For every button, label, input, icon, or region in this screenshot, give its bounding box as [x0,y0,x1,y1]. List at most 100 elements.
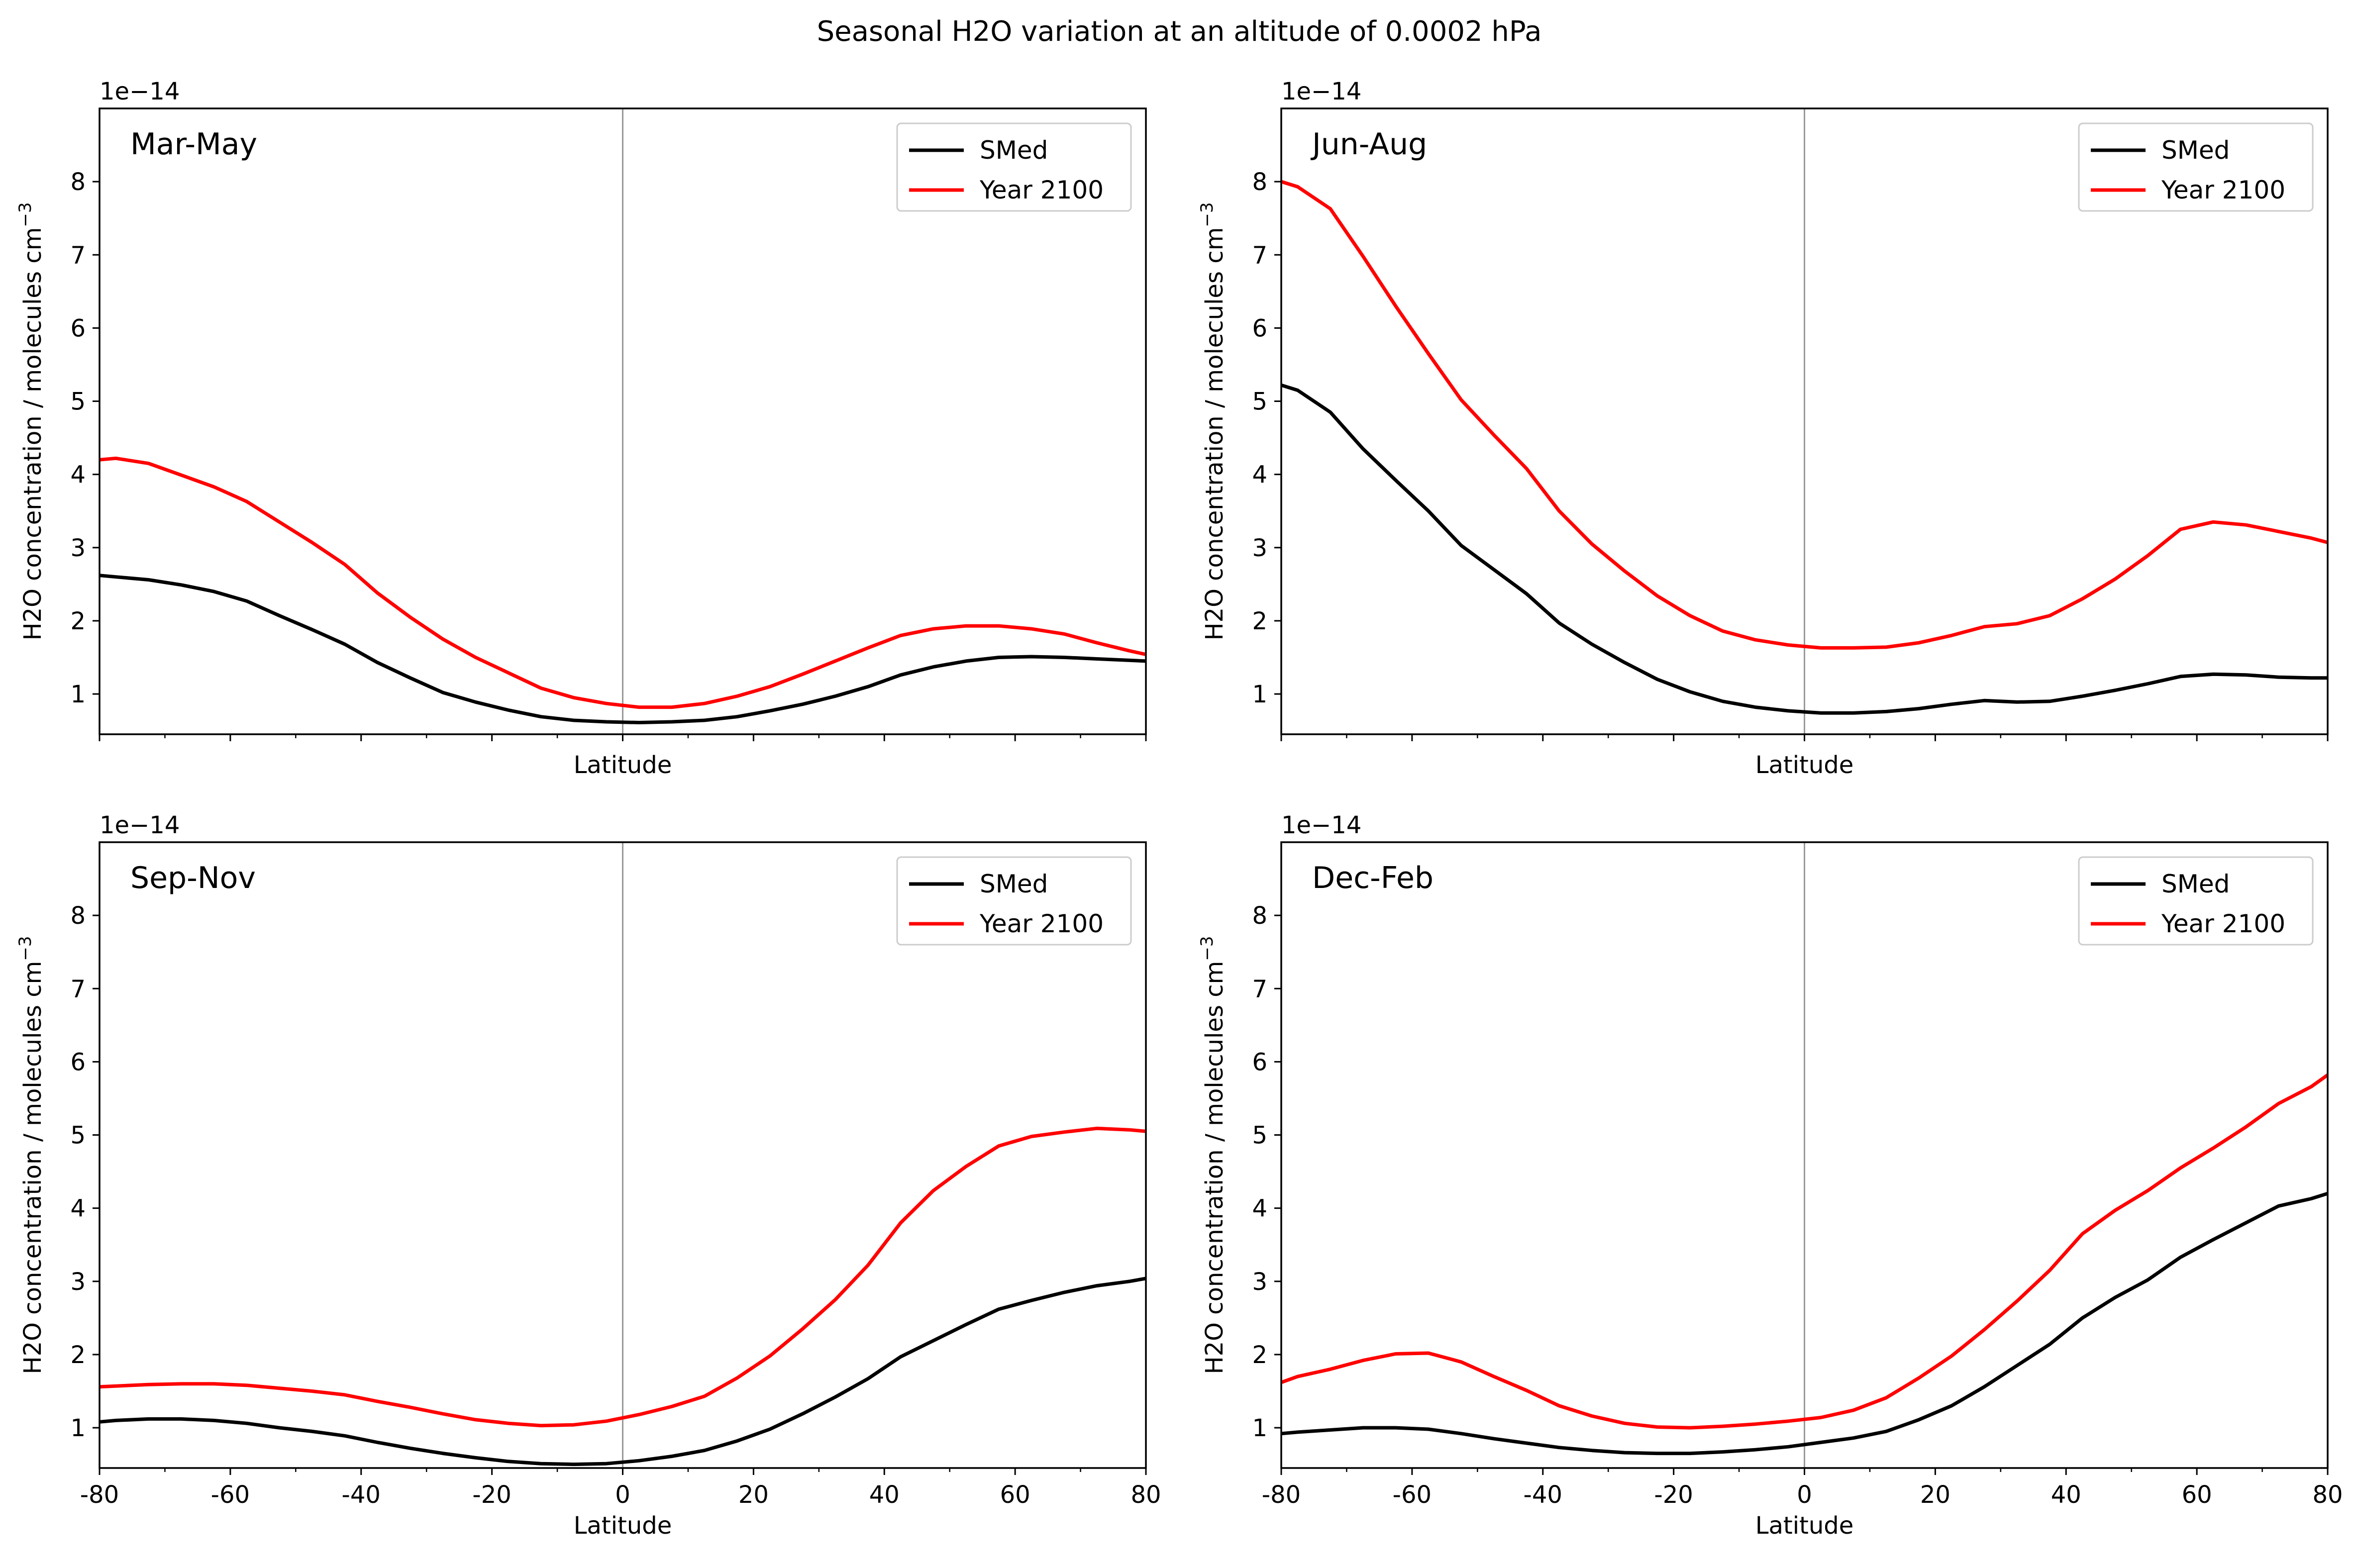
y-tick-label: 3 [70,1268,86,1296]
x-tick-label: -20 [472,1481,511,1509]
y-tick-label: 6 [1252,1048,1267,1076]
y-tick-label: 7 [70,975,86,1003]
subplot-mar-may: 1 2 3 4 5 6 7 8 1e−14 Latitude H2O concentration /… [15,78,1147,779]
series-line-smed [99,574,1146,724]
y-tick-label: 4 [1252,461,1267,489]
x-axis-label: Latitude [1755,1512,1854,1540]
y-tick-label: 7 [70,241,86,269]
y-tick-label: 7 [1252,241,1267,269]
y-axis-label-superscript: −3 [1197,202,1217,227]
x-axis-label: Latitude [574,1512,672,1540]
x-tick-label: -80 [80,1481,119,1509]
y-tick-label: 8 [70,902,86,930]
x-tick-label: 60 [1000,1481,1030,1509]
y-tick-label: 7 [1252,975,1267,1003]
figure-title: Seasonal H2O variation at an altitude of… [817,15,1542,48]
y-tick-label: 4 [70,461,86,489]
y-axis-label-main: H2O concentration / molecules cm [19,227,47,641]
x-tick-label: 40 [2051,1481,2081,1509]
legend-label: Year 2100 [2161,176,2285,204]
y-tick-label: 6 [1252,314,1267,342]
y-tick-label: 3 [1252,1268,1267,1296]
y-axis-label-main: H2O concentration / molecules cm [19,961,47,1374]
y-tick-label: 4 [70,1195,86,1223]
y-tick-label: 8 [70,168,86,196]
y-tick-label: 5 [70,1122,86,1150]
panel-label: Jun-Aug [1310,127,1427,162]
series-line-year-2100 [1280,1074,2329,1430]
y-axis-label: H2O concentration / molecules cm−3 [15,202,47,640]
y-tick-label: 4 [1252,1195,1267,1223]
y-tick-label: 3 [1252,534,1267,562]
y-tick-label: 1 [1252,1414,1267,1442]
y-axis-label: H2O concentration / molecules cm−3 [1197,202,1229,640]
y-tick-label: 6 [70,1048,86,1076]
y-tick-label: 8 [1252,902,1267,930]
legend-label: SMed [2161,136,2230,165]
panel-label: Dec-Feb [1312,861,1434,895]
panel-label: Sep-Nov [130,861,256,895]
offset-text: 1e−14 [1281,78,1361,105]
subplot-jun-aug: 1 2 3 4 5 6 7 8 1e−14 Latitude H2O concentration /… [1197,78,2329,779]
legend-label: SMed [980,136,1048,165]
y-axis-label-superscript: −3 [15,202,35,227]
y-tick-label: 2 [70,607,86,635]
y-tick-label: 1 [70,681,86,708]
y-axis-label-main: H2O concentration / molecules cm [1201,961,1229,1374]
offset-text: 1e−14 [100,811,180,839]
y-tick-label: 5 [1252,388,1267,416]
y-axis-label-main: H2O concentration / molecules cm [1201,227,1229,641]
y-tick-label: 3 [70,534,86,562]
y-tick-label: 2 [1252,1341,1267,1369]
y-tick-label: 5 [1252,1122,1267,1150]
y-axis-label: H2O concentration / molecules cm−3 [1197,936,1229,1374]
x-axis-label: Latitude [1755,751,1854,779]
series-line-smed [1280,383,2328,715]
legend: SMed Year 2100 [896,856,1132,946]
x-tick-label: 20 [1920,1481,1950,1509]
subplot-dec-feb: -80 -60 -40 -20 0 20 40 60 80 1 2 3 4 5 6 7 8 1e−14 Latitu… [1197,811,2343,1540]
offset-text: 1e−14 [100,78,180,105]
x-tick-label: 0 [1797,1481,1812,1509]
x-tick-label: -40 [342,1481,381,1509]
x-tick-label: 80 [1130,1481,1161,1509]
x-tick-label: 60 [2182,1481,2212,1509]
y-axis-label-superscript: −3 [15,936,35,961]
y-tick-label: 6 [70,314,86,342]
y-tick-label: 1 [70,1414,86,1442]
x-tick-label: -60 [211,1481,250,1509]
series-line-year-2100 [99,456,1146,709]
x-axis-label: Latitude [574,751,672,779]
series-line-year-2100 [99,1126,1146,1428]
legend-label: Year 2100 [2161,909,2285,938]
x-tick-label: -60 [1393,1481,1432,1509]
legend-label: SMed [2161,870,2230,898]
panel-label: Mar-May [130,127,257,162]
x-tick-label: 0 [615,1481,630,1509]
y-axis-label: H2O concentration / molecules cm−3 [15,936,47,1374]
x-tick-label: -80 [1262,1481,1301,1509]
y-tick-label: 2 [70,1341,86,1369]
legend: SMed Year 2100 [2078,122,2314,212]
legend-label: SMed [980,870,1048,898]
subplot-sep-nov: -80 -60 -40 -20 0 20 40 60 80 1 2 3 4 5 6 7 8 1e−14 Latitu… [15,811,1161,1540]
legend-label: Year 2100 [979,909,1104,938]
y-axis-label-superscript: −3 [1197,936,1217,961]
series-line-smed [1281,1191,2329,1456]
x-tick-label: -40 [1524,1481,1562,1509]
y-tick-label: 1 [1252,681,1267,708]
series-line-year-2100 [1280,180,2328,650]
legend: SMed Year 2100 [2078,856,2314,946]
x-tick-label: -20 [1654,1481,1693,1509]
x-tick-label: 80 [2312,1481,2343,1509]
y-tick-label: 2 [1252,607,1267,635]
legend-label: Year 2100 [979,176,1104,204]
x-tick-label: 20 [738,1481,769,1509]
y-tick-label: 8 [1252,168,1267,196]
x-tick-label: 40 [869,1481,900,1509]
series-line-smed [99,1276,1146,1467]
panels: 1 2 3 4 5 6 7 8 1e−14 Latitude H2O concentration /… [15,78,2343,1540]
offset-text: 1e−14 [1281,811,1361,839]
